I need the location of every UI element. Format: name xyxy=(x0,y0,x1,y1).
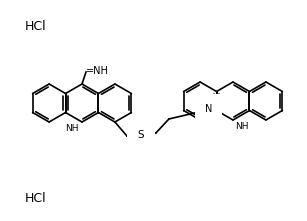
Text: HCl: HCl xyxy=(25,20,46,33)
Text: S: S xyxy=(138,130,144,140)
Text: =NH: =NH xyxy=(86,66,109,76)
Text: HCl: HCl xyxy=(25,192,46,205)
Text: N: N xyxy=(205,103,212,114)
Text: NH: NH xyxy=(65,124,79,133)
Text: NH: NH xyxy=(235,122,248,131)
